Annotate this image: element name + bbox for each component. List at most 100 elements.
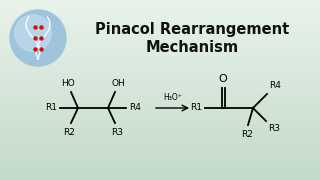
Bar (0, 4, 320, 6)
Bar (0, 51, 320, 53)
Bar (0, 102, 320, 103)
Bar (0, 145, 320, 147)
Bar (0, 162, 320, 163)
Bar (0, 28, 320, 30)
Bar (0, 63, 320, 64)
Bar (0, 156, 320, 158)
Bar (0, 26, 320, 27)
Bar (0, 174, 320, 176)
Bar (0, 9, 320, 10)
Text: H₃O⁺: H₃O⁺ (163, 93, 182, 102)
Bar (0, 130, 320, 132)
Bar (0, 96, 320, 98)
Bar (0, 78, 320, 80)
Bar (0, 68, 320, 69)
Text: Pinacol Rearrangement: Pinacol Rearrangement (95, 22, 289, 37)
Bar (0, 166, 320, 168)
Bar (0, 98, 320, 99)
Bar (0, 45, 320, 46)
Bar (0, 62, 320, 63)
Bar (0, 147, 320, 148)
Bar (0, 30, 320, 32)
Bar (0, 36, 320, 37)
Bar (0, 0, 320, 1)
Bar (0, 69, 320, 71)
Bar (0, 94, 320, 96)
Bar (0, 117, 320, 118)
Text: R4: R4 (269, 81, 281, 90)
Bar (0, 44, 320, 45)
Bar (0, 15, 320, 17)
Bar (0, 33, 320, 35)
Bar (0, 89, 320, 90)
Bar (0, 177, 320, 179)
Bar (0, 40, 320, 42)
Bar (0, 120, 320, 122)
Bar (0, 135, 320, 136)
Bar (0, 71, 320, 72)
Circle shape (10, 10, 66, 66)
Bar (0, 168, 320, 170)
Bar (0, 152, 320, 153)
Bar (0, 179, 320, 180)
Text: HO: HO (61, 79, 75, 88)
Bar (0, 82, 320, 84)
Bar (0, 141, 320, 143)
Bar (0, 144, 320, 145)
Bar (0, 18, 320, 19)
Bar (0, 161, 320, 162)
Text: R1: R1 (45, 103, 57, 112)
Text: O: O (219, 74, 228, 84)
Circle shape (15, 15, 51, 51)
Bar (0, 163, 320, 165)
Bar (0, 84, 320, 86)
Bar (0, 50, 320, 51)
Bar (0, 60, 320, 62)
Bar (0, 165, 320, 166)
Bar (0, 37, 320, 39)
Bar (0, 24, 320, 26)
Bar (0, 27, 320, 28)
Text: Mechanism: Mechanism (145, 40, 239, 55)
Bar (0, 12, 320, 14)
Bar (0, 53, 320, 54)
Bar (0, 159, 320, 161)
Bar (0, 14, 320, 15)
Bar (0, 107, 320, 108)
Bar (0, 153, 320, 154)
Bar (0, 150, 320, 152)
Bar (0, 3, 320, 4)
Bar (0, 90, 320, 91)
Bar (0, 31, 320, 33)
Bar (0, 170, 320, 171)
Bar (0, 73, 320, 75)
Bar (0, 138, 320, 140)
Bar (0, 148, 320, 150)
Bar (0, 140, 320, 141)
Bar (0, 91, 320, 93)
Bar (0, 116, 320, 117)
Bar (0, 118, 320, 120)
Bar (0, 39, 320, 40)
Bar (0, 112, 320, 114)
Text: R2: R2 (63, 128, 75, 137)
Bar (0, 1, 320, 3)
Bar (0, 129, 320, 130)
Bar (0, 54, 320, 55)
Text: R2: R2 (241, 130, 253, 139)
Bar (0, 87, 320, 89)
Bar (0, 108, 320, 109)
Bar (0, 72, 320, 73)
Bar (0, 122, 320, 123)
Bar (0, 21, 320, 22)
Bar (0, 136, 320, 138)
Bar (0, 127, 320, 129)
Bar (0, 171, 320, 172)
Bar (0, 57, 320, 58)
Bar (0, 42, 320, 44)
Bar (0, 22, 320, 24)
Bar (0, 19, 320, 21)
Bar (0, 176, 320, 177)
Text: R1: R1 (190, 103, 202, 112)
Text: R3: R3 (111, 128, 123, 137)
